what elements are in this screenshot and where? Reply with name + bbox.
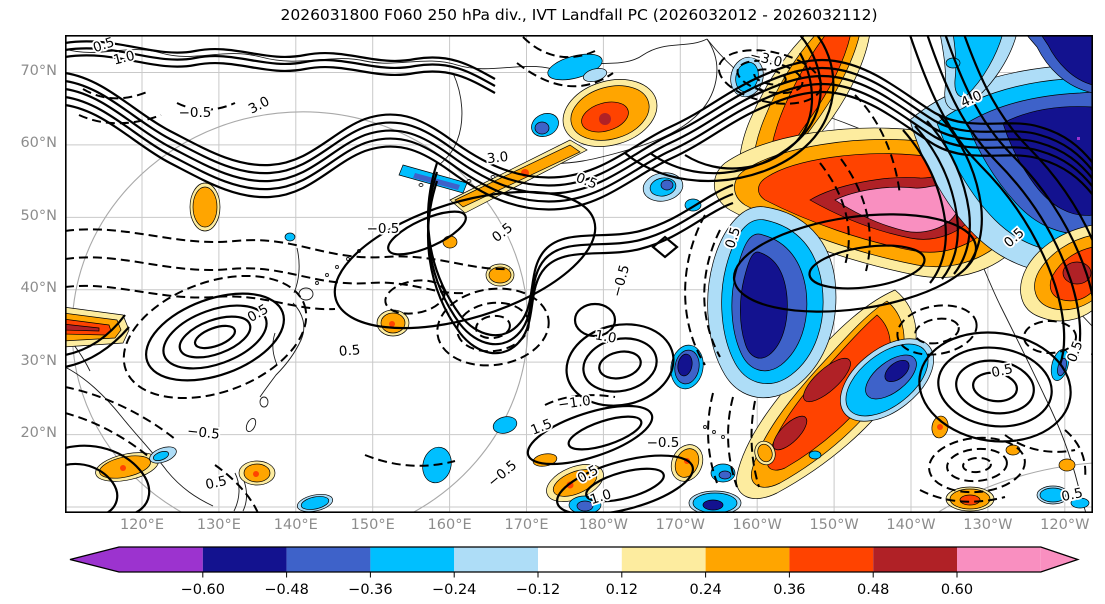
lon-tick-label: 160°W [720, 517, 794, 533]
contour-label: 1.5 [529, 416, 555, 439]
colorbar-tick-label: −0.12 [516, 582, 560, 598]
contour-label: −0.5 [186, 423, 220, 442]
contour-label: −0.5 [367, 221, 400, 237]
lat-tick-label: 40°N [0, 280, 57, 296]
lon-tick-label: 150°E [336, 517, 410, 533]
contour-label: 0.5 [338, 342, 361, 360]
colorbar-segment [538, 547, 622, 572]
contour-label: −0.5 [609, 263, 633, 299]
contour-label: 0.5 [204, 473, 228, 493]
lon-tick-label: 150°W [797, 517, 871, 533]
contour-label: −0.5 [485, 457, 520, 490]
contour-map: 0.51.0−0.53.03.00.5−0.50.5−3.00.54.00.5−… [65, 35, 1093, 513]
colorbar-tick-label: 0.36 [773, 582, 805, 598]
colorbar-segment [287, 547, 371, 572]
contour-label: 0.5 [489, 220, 516, 246]
lat-tick-label: 30°N [0, 353, 57, 369]
lon-tick-label: 120°W [1028, 517, 1102, 533]
colorbar-tick-label: −0.48 [264, 582, 308, 598]
lon-tick-label: 140°E [259, 517, 333, 533]
colorbar-tick-label: 0.24 [689, 582, 721, 598]
contour-label: −1.0 [557, 393, 592, 413]
lon-tick-label: 170°W [643, 517, 717, 533]
chart-title: 2026031800 F060 250 hPa div., IVT Landfa… [65, 6, 1093, 24]
colorbar-segment [873, 547, 957, 572]
map-panel: 0.51.0−0.53.03.00.5−0.50.5−3.00.54.00.5−… [65, 35, 1093, 513]
figure: 2026031800 F060 250 hPa div., IVT Landfa… [0, 0, 1105, 604]
colorbar-tick-label: −0.60 [181, 582, 225, 598]
colorbar-tick-label: 0.48 [857, 582, 889, 598]
colorbar-tick-label: −0.36 [348, 582, 392, 598]
lon-tick-label: 140°W [874, 517, 948, 533]
lon-tick-label: 120°E [105, 517, 179, 533]
colorbar-segment [789, 547, 873, 572]
colorbar-tick-label: −0.24 [432, 582, 476, 598]
lat-tick-label: 20°N [0, 425, 57, 441]
lon-tick-label: 130°W [951, 517, 1025, 533]
colorbar-segment [119, 547, 203, 572]
lat-tick-label: 50°N [0, 208, 57, 224]
colorbar-tick-label: 0.12 [606, 582, 638, 598]
contour-label: −0.5 [647, 435, 680, 451]
colorbar-tick-label: 0.60 [941, 582, 973, 598]
colorbar-segment [203, 547, 287, 572]
colorbar-arrow-right [1041, 547, 1078, 572]
colorbar-segment [370, 547, 454, 572]
colorbar-segment [454, 547, 538, 572]
lon-tick-label: 180°W [566, 517, 640, 533]
lon-tick-label: 130°E [182, 517, 256, 533]
colorbar-segment [622, 547, 706, 572]
lat-tick-label: 60°N [0, 135, 57, 151]
lon-tick-label: 160°E [413, 517, 487, 533]
lat-tick-label: 70°N [0, 63, 57, 79]
colorbar-arrow-left [70, 547, 119, 572]
colorbar-segment [706, 547, 790, 572]
contour-label: 1.0 [594, 327, 618, 346]
contour-label: −0.5 [179, 105, 212, 121]
contour-label: 0.5 [1064, 339, 1086, 365]
colorbar-segment [957, 547, 1041, 572]
colorbar: −0.60 −0.48 −0.36 −0.24 −0.12 0.12 0.24 0.36 0.4… [0, 544, 1105, 604]
contour-label: 3.0 [486, 149, 509, 167]
lon-tick-label: 170°E [490, 517, 564, 533]
